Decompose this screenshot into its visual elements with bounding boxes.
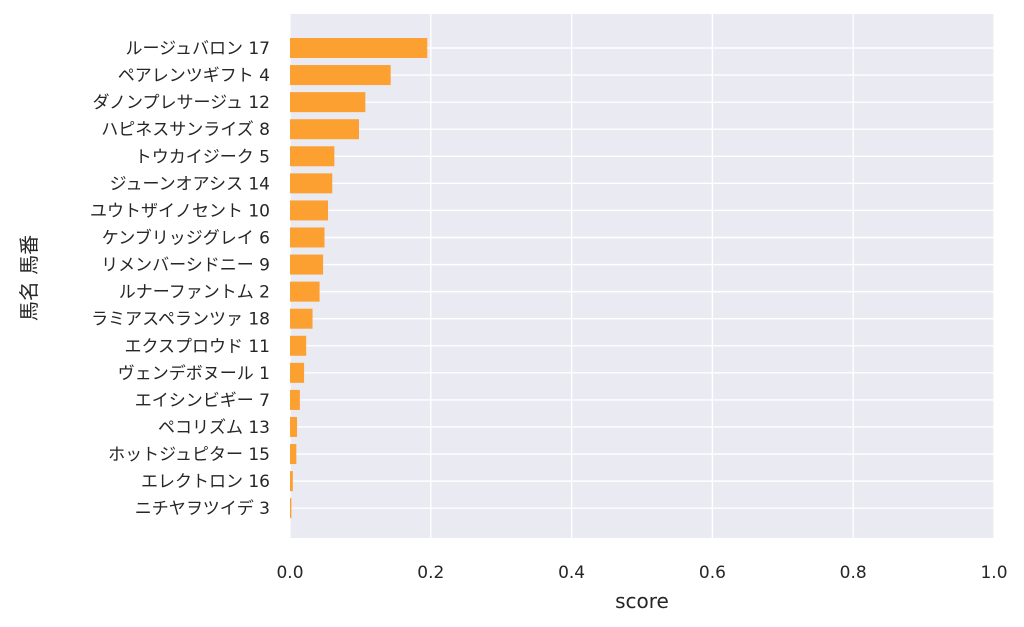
bar <box>290 65 391 86</box>
x-tick-label: 0.8 <box>840 563 867 583</box>
bar <box>290 471 293 492</box>
y-tick-label: ユウトザイノセント 10 <box>90 201 270 221</box>
y-tick-label: エクスプロウド 11 <box>124 337 270 357</box>
y-tick-label: ニチヤヲツイデ 3 <box>135 498 270 519</box>
x-axis-label: score <box>615 589 669 613</box>
y-tick-label: ジューンオアシス 14 <box>110 174 270 194</box>
bar <box>290 281 320 302</box>
y-tick-labels: ルージュバロン 17 ペアレンツギフト 4 ダノンプレサージュ 12 ハピネスサンライ… <box>90 39 270 519</box>
bar <box>290 254 324 275</box>
bar <box>290 498 292 519</box>
y-tick-label: リメンバーシドニー 9 <box>101 256 270 276</box>
y-tick-label: エイシンビギー 7 <box>135 391 270 411</box>
y-tick-label: ラミアスペランツァ 18 <box>91 310 270 330</box>
y-tick-label: エレクトロン 16 <box>141 472 270 492</box>
y-tick-label: ルナーファントム 2 <box>119 283 270 303</box>
y-axis-label: 馬名 馬番 <box>17 235 41 321</box>
y-tick-label: ホットジュピター 15 <box>108 445 270 465</box>
bar <box>290 200 329 221</box>
y-tick-label: ルージュバロン 17 <box>125 39 270 59</box>
y-tick-label: トウカイジーク 5 <box>135 147 270 167</box>
bar <box>290 146 335 167</box>
bar <box>290 416 298 437</box>
x-tick-label: 0.0 <box>276 563 303 583</box>
bar <box>290 92 366 113</box>
bar <box>290 362 305 383</box>
y-tick-label: ハピネスサンライズ 8 <box>101 120 270 140</box>
bar <box>290 119 359 140</box>
y-tick-label: ペアレンツギフト 4 <box>118 66 270 86</box>
bar <box>290 444 297 465</box>
bar <box>290 308 313 329</box>
bar <box>290 173 333 194</box>
bar <box>290 335 307 356</box>
bar <box>290 389 300 410</box>
x-tick-label: 1.0 <box>980 563 1007 583</box>
y-tick-label: ダノンプレサージュ 12 <box>93 93 271 113</box>
bar <box>290 227 325 248</box>
grid-lines <box>289 14 995 538</box>
bar <box>290 38 428 58</box>
plot-background <box>290 14 994 538</box>
x-tick-label: 0.4 <box>558 563 585 583</box>
x-tick-label: 0.2 <box>417 563 444 583</box>
bars <box>290 38 428 519</box>
y-tick-label: ペコリズム 13 <box>158 418 270 438</box>
x-tick-label: 0.6 <box>699 563 726 583</box>
x-tick-labels: 0.0 0.2 0.4 0.6 0.8 1.0 <box>276 563 1007 583</box>
y-tick-label: ケンブリッジグレイ 6 <box>102 227 270 248</box>
y-tick-label: ヴェンデボヌール 1 <box>118 363 270 384</box>
